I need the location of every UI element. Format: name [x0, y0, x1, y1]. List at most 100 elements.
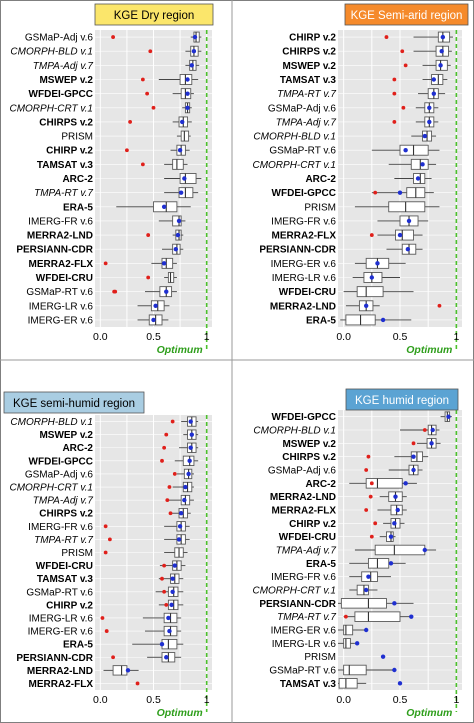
series-row: CHIRP v.2 — [289, 31, 453, 44]
category-label: TAMSAT v.3 — [280, 679, 337, 690]
mean-point — [175, 232, 181, 238]
outlier-point — [148, 49, 153, 54]
mean-point — [363, 303, 369, 308]
mean-point — [176, 218, 182, 224]
mean-point — [380, 654, 386, 659]
outlier-point — [165, 498, 170, 503]
series-row: ERA-5 — [306, 314, 412, 326]
category-label: MERRA2-LND — [27, 231, 93, 242]
series-row: PRISM — [61, 547, 188, 559]
box — [367, 558, 390, 569]
category-label: MERRA2-FLX — [29, 679, 94, 690]
category-label: ARC-2 — [62, 174, 93, 185]
category-label: MSWEP v.2 — [282, 61, 336, 72]
category-label: PRISM — [61, 132, 93, 143]
mean-point — [380, 317, 386, 323]
mean-point — [395, 507, 400, 513]
outlier-point — [128, 120, 133, 124]
category-label: GSMaP-Adj v.6 — [268, 103, 337, 114]
series-row: TMPA-RT v.7 — [34, 534, 190, 546]
category-label: ERA-5 — [63, 202, 93, 213]
series-row: IMERG-LR v.6 — [29, 612, 182, 624]
outlier-point — [164, 602, 169, 607]
category-label: CMORPH-BLD v.1 — [253, 426, 336, 437]
series-row: GSMaP-Adj v.6 — [25, 468, 194, 480]
outlier-point — [145, 91, 150, 96]
category-label: GSMaP-RT v.6 — [26, 287, 93, 298]
series-row: PERSIANN-CDR — [259, 598, 414, 610]
outlier-point — [103, 524, 108, 529]
category-label: CHIRPS v.2 — [39, 117, 93, 128]
box — [356, 286, 384, 298]
mean-point — [422, 547, 427, 553]
category-label: IMERG-LR v.6 — [272, 273, 337, 284]
series-row: TMPA-RT v.7 — [277, 88, 446, 100]
chart-title: KGE semi-humid region — [13, 398, 135, 410]
mean-point — [427, 105, 432, 110]
series-row: TMPA-Adj v.7 — [33, 494, 194, 507]
series-row: ERA-5 — [63, 639, 184, 651]
box — [161, 639, 178, 650]
category-label: CMORPH-CRT v.1 — [9, 103, 93, 114]
mean-point — [420, 162, 425, 167]
mean-point — [189, 63, 194, 68]
mean-point — [369, 275, 375, 280]
category-label: WFDEI-CRU — [36, 273, 93, 284]
category-label: IMERG-ER v.6 — [28, 315, 94, 326]
outlier-point — [111, 655, 115, 660]
outlier-point — [167, 485, 172, 489]
series-row: CHIRP v.2 — [46, 599, 184, 611]
category-label: GSMaP-RT v.6 — [269, 146, 336, 157]
series-row: IMERG-ER v.6 — [28, 625, 182, 638]
outlier-point — [172, 472, 177, 476]
category-label: IMERG-ER v.6 — [271, 626, 337, 637]
category-label: CHIRP v.2 — [289, 519, 336, 530]
mean-point — [427, 119, 432, 125]
series-row: TAMSAT v.3 — [280, 678, 403, 690]
mean-point — [125, 668, 131, 673]
category-label: PRISM — [61, 548, 93, 559]
mean-point — [411, 454, 416, 459]
category-label: CMORPH-BLD v.1 — [253, 132, 336, 143]
outlier-point — [146, 275, 151, 280]
mean-point — [375, 261, 380, 266]
outlier-point — [170, 419, 175, 424]
mean-point — [388, 561, 394, 566]
series-row: CHIRPS v.2 — [282, 451, 429, 463]
mean-point — [397, 681, 403, 686]
category-label: ARC-2 — [305, 479, 336, 490]
series-row: GSMaP-Adj v.6 — [268, 464, 423, 477]
category-label: MERRA2-LND — [270, 492, 336, 503]
category-label: IMERG-FR v.6 — [271, 216, 336, 227]
series-row: PERSIANN-CDR — [16, 243, 184, 256]
outlier-point — [401, 105, 406, 110]
outlier-point — [100, 616, 105, 620]
series-row: CMORPH-CRT v.1 — [252, 158, 437, 171]
outlier-point — [140, 162, 145, 167]
mean-point — [422, 133, 427, 139]
category-label: ERA-5 — [306, 559, 336, 570]
outlier-point — [146, 233, 151, 237]
x-tick-label: 1 — [453, 331, 459, 343]
series-row: MERRA2-LND — [27, 665, 139, 677]
mean-point — [188, 419, 193, 424]
outlier-point — [411, 441, 416, 446]
box — [112, 665, 128, 676]
category-label: MERRA2-FLX — [272, 506, 337, 517]
series-row: IMERG-ER v.6 — [271, 624, 369, 637]
series-row: IMERG-LR v.6 — [272, 638, 360, 650]
outlier-point — [373, 190, 378, 195]
category-label: WFDEI-GPCC — [29, 89, 93, 100]
series-row: TAMSAT v.3 — [280, 74, 448, 86]
series-row: MERRA2-LND — [27, 229, 184, 242]
mean-point — [430, 427, 435, 433]
outlier-point — [140, 77, 145, 82]
category-label: GSMaP-Adj v.6 — [25, 33, 94, 44]
optimum-label: Optimum — [157, 344, 203, 356]
chart-panel-3: KGE semi-humid region CMORPH-BLD v.1 MSWEP… — [3, 391, 212, 719]
series-row: PERSIANN-CDR — [259, 243, 423, 256]
series-row: MERRA2-FLX — [29, 679, 140, 690]
category-label: PERSIANN-CDR — [16, 245, 93, 256]
mean-point — [429, 441, 434, 446]
